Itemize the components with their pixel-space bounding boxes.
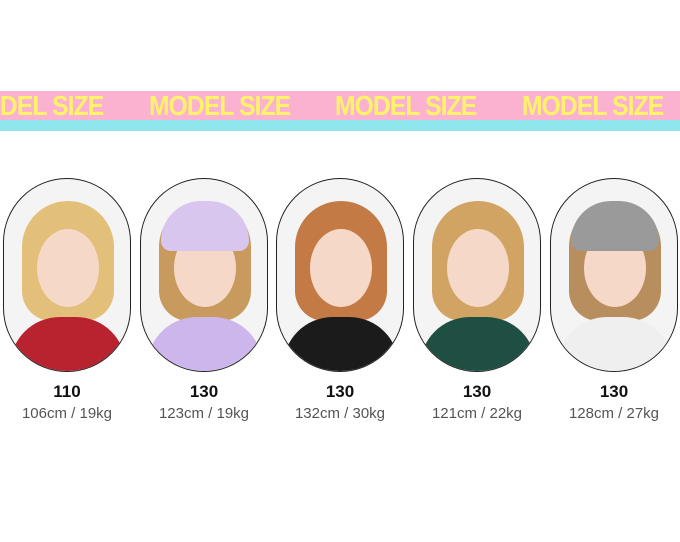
- model-size: 130: [599, 382, 629, 401]
- banner-stripe: [0, 120, 680, 131]
- model-face: [37, 229, 99, 307]
- model-measurements: 128cm / 27kg: [568, 405, 660, 422]
- model-hat: [161, 201, 249, 251]
- model-card: 130 121cm / 22kg: [412, 178, 542, 424]
- model-size: 130: [189, 382, 219, 401]
- banner-text: MODEL SIZE: [335, 91, 477, 120]
- model-size: 130: [462, 382, 492, 401]
- model-shirt: [10, 317, 126, 371]
- model-measurements: 123cm / 19kg: [158, 405, 250, 422]
- model-card: 130 123cm / 19kg: [139, 178, 269, 424]
- model-photo: [276, 178, 404, 372]
- model-shirt: [283, 317, 399, 371]
- model-photo: [140, 178, 268, 372]
- model-size: 130: [325, 382, 355, 401]
- banner-text: MODEL SIZE: [0, 91, 104, 120]
- model-hat: [571, 201, 659, 251]
- model-card: 130 128cm / 27kg: [549, 178, 679, 424]
- model-shirt: [420, 317, 536, 371]
- model-measurements: 121cm / 22kg: [431, 405, 523, 422]
- model-photo: [3, 178, 131, 372]
- model-card: 110 106cm / 19kg: [2, 178, 132, 424]
- model-size-banner: MODEL SIZE MODEL SIZE MODEL SIZE MODEL S…: [0, 91, 680, 120]
- model-shirt: [557, 317, 673, 371]
- model-measurements: 106cm / 19kg: [21, 405, 113, 422]
- banner-text: MODEL SIZE: [148, 91, 291, 120]
- model-photo: [550, 178, 678, 372]
- model-photo: [413, 178, 541, 372]
- banner-text: MODEL SIZE: [521, 91, 664, 120]
- model-card: 130 132cm / 30kg: [275, 178, 405, 424]
- model-measurements: 132cm / 30kg: [294, 405, 386, 422]
- model-face: [310, 229, 372, 307]
- model-size: 110: [53, 382, 81, 401]
- model-shirt: [147, 317, 263, 371]
- model-face: [447, 229, 509, 307]
